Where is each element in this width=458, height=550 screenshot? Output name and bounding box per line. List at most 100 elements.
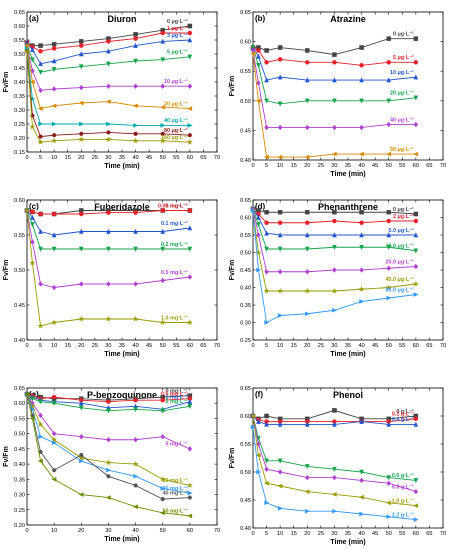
data-point — [264, 246, 269, 252]
series-label: 2 mg·L⁻¹ — [166, 399, 189, 405]
data-point — [78, 433, 84, 440]
x-tick-label: 30 — [105, 528, 111, 534]
data-point — [250, 45, 256, 51]
series-label: 40 μg·L⁻¹ — [164, 118, 188, 124]
data-point — [37, 458, 43, 464]
data-point — [79, 121, 85, 127]
panel-title: Phenanthrene — [318, 202, 378, 212]
data-point — [332, 52, 337, 57]
data-point — [38, 61, 43, 67]
data-point — [51, 476, 57, 482]
x-tick-label: 70 — [440, 163, 446, 169]
x-tick-label: 45 — [372, 163, 378, 169]
x-tick-label: 20 — [304, 163, 310, 169]
series-label: 5 μg·L⁻¹ — [167, 50, 188, 56]
data-point — [38, 399, 43, 405]
data-point — [186, 139, 193, 145]
data-point — [256, 469, 262, 475]
data-point — [386, 475, 392, 481]
panel-title: Fuberidazole — [94, 202, 150, 212]
data-point — [359, 232, 364, 238]
data-point — [359, 244, 364, 251]
x-tick-label: 55 — [399, 343, 405, 349]
data-point — [30, 239, 35, 245]
series-label: 10 μg·L⁻¹ — [164, 79, 188, 85]
data-point — [160, 397, 165, 403]
data-point — [30, 57, 35, 63]
x-axis-title: Time (min) — [330, 539, 365, 546]
y-tick-label: 0.50 — [240, 99, 251, 105]
data-point — [359, 209, 364, 215]
x-tick-label: 40 — [358, 343, 364, 349]
data-point — [264, 413, 269, 419]
series-label: 0.5 mg·L⁻¹ — [161, 270, 188, 276]
x-tick-label: 50 — [386, 163, 392, 169]
data-point — [304, 232, 310, 238]
x-tick-label: 35 — [345, 343, 351, 349]
x-axis-title: Time (min) — [104, 536, 139, 543]
x-tick-label: 20 — [78, 155, 84, 161]
data-point — [359, 511, 365, 517]
series-2: 3 μg·L⁻¹ — [24, 33, 193, 67]
data-point — [51, 133, 57, 138]
data-point — [106, 83, 111, 89]
series-label: 0.2 mg·L⁻¹ — [161, 242, 188, 248]
data-point — [187, 495, 193, 500]
series-label: 0 μg·L⁻¹ — [167, 19, 188, 25]
y-tick-label: 0.60 — [14, 24, 25, 30]
y-tick-label: 0.20 — [14, 136, 25, 142]
data-point — [187, 54, 193, 60]
y-tick-label: 0.35 — [240, 303, 251, 309]
data-point — [386, 232, 392, 238]
y-tick-label: 0.55 — [14, 233, 25, 239]
y-tick-label: 0.65 — [240, 198, 251, 204]
x-tick-label: 15 — [65, 155, 71, 161]
data-point — [264, 48, 269, 53]
y-tick-label: 0.30 — [14, 493, 25, 499]
series-3: 2 mg·L⁻¹ — [24, 391, 193, 414]
series-label: 0.4 g·L⁻¹ — [392, 417, 414, 423]
data-point — [132, 504, 138, 510]
series-5: 50 μg·L⁻¹ — [250, 51, 419, 160]
data-point — [38, 228, 43, 234]
data-point — [38, 121, 44, 127]
data-point — [386, 480, 392, 486]
panel-letter: (b) — [255, 14, 266, 23]
data-point — [38, 43, 43, 48]
x-tick-label: 5 — [265, 343, 268, 349]
x-tick-label: 15 — [291, 163, 297, 169]
x-tick-label: 10 — [51, 528, 57, 534]
y-tick-label: 0.45 — [14, 447, 25, 453]
data-point — [264, 77, 269, 83]
x-tick-label: 10 — [277, 163, 283, 169]
data-point — [386, 218, 391, 224]
x-tick-label: 15 — [291, 343, 297, 349]
x-tick-label: 10 — [51, 155, 57, 161]
series-label: 160 μg·L⁻¹ — [161, 135, 188, 141]
x-axis-title: Time (min) — [104, 351, 139, 358]
data-point — [358, 151, 364, 157]
data-point — [133, 123, 139, 128]
data-point — [332, 209, 337, 215]
series-1: 5 μg·L⁻¹ — [250, 45, 419, 68]
series-label: 20 μg·L⁻¹ — [390, 91, 414, 97]
data-point — [264, 60, 269, 65]
y-axis-title: Fv/Fm — [3, 72, 10, 93]
y-tick-label: 0.40 — [240, 526, 251, 532]
data-point — [133, 473, 139, 479]
x-tick-label: 30 — [105, 155, 111, 161]
data-point — [51, 103, 57, 109]
data-point — [30, 113, 35, 118]
data-point — [38, 87, 43, 94]
data-point — [78, 228, 84, 234]
y-tick-label: 0.60 — [14, 401, 25, 407]
x-tick-label: 35 — [345, 531, 351, 537]
y-tick-label: 0.50 — [240, 251, 251, 257]
data-point — [256, 232, 261, 238]
data-point — [305, 60, 310, 65]
data-point — [332, 244, 337, 251]
data-point — [186, 319, 193, 326]
data-point — [29, 79, 35, 85]
data-point — [105, 495, 111, 500]
data-point — [386, 77, 392, 83]
